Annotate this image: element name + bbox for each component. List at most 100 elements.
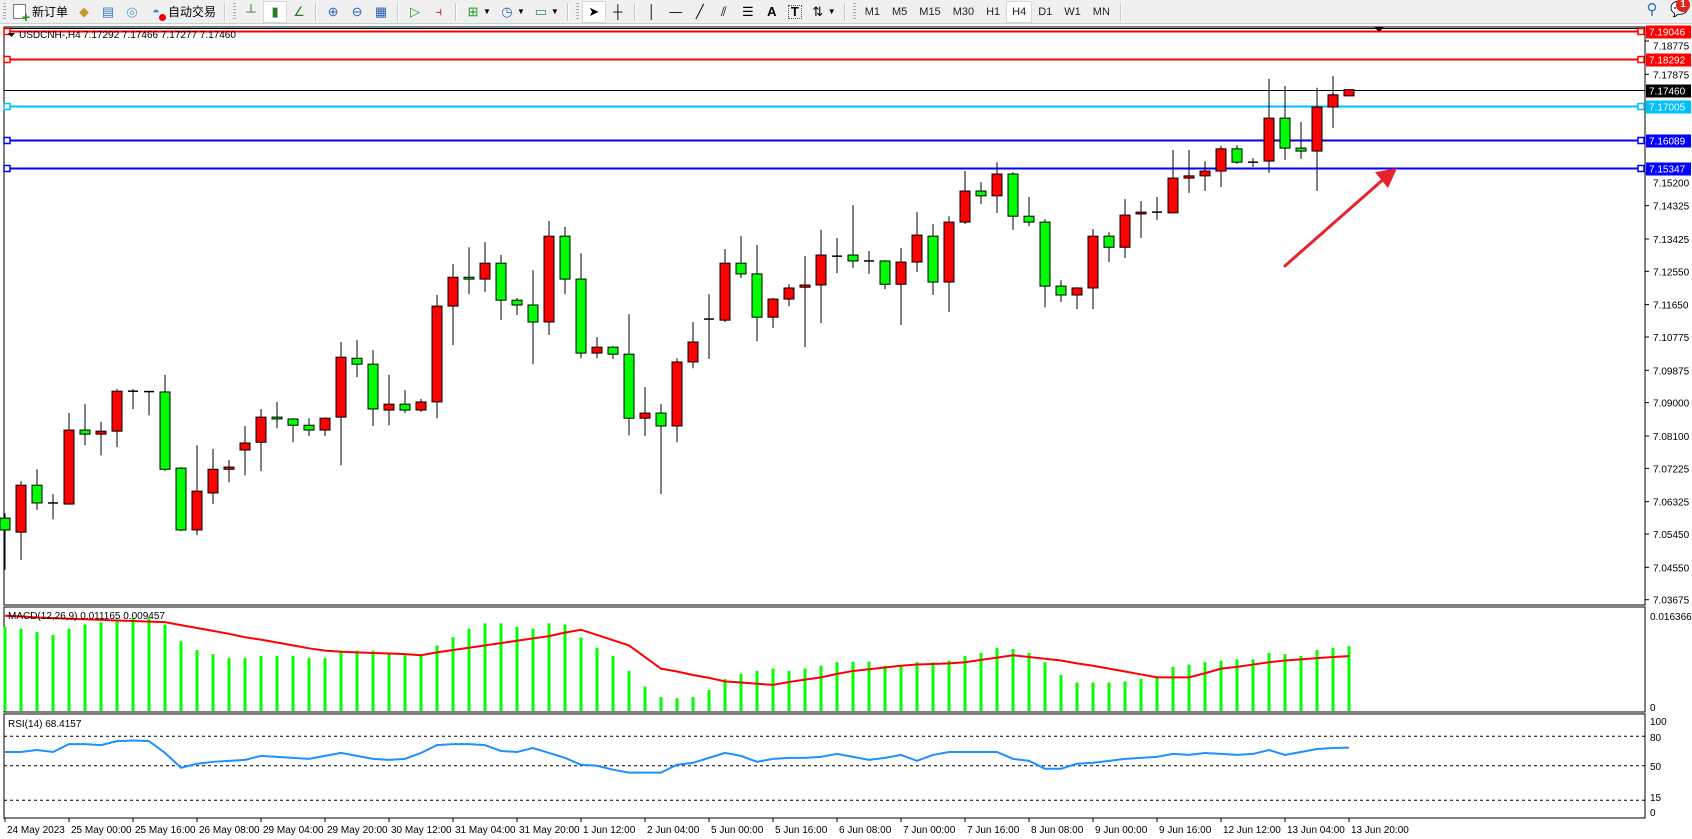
candle-body bbox=[1215, 148, 1227, 172]
timeframe-m15[interactable]: M15 bbox=[919, 5, 941, 18]
toolbar-grip[interactable] bbox=[233, 2, 237, 21]
time-label: 6 Jun 08:00 bbox=[839, 825, 892, 836]
candle-body bbox=[335, 356, 347, 418]
macd-histogram-bar bbox=[1187, 664, 1191, 711]
timeframe-bar: M1 M5 M15 M30 H1 H4 D1 W1 MN bbox=[859, 0, 1116, 23]
line-chart-icon: ∠ bbox=[293, 3, 305, 19]
timeframe-d1[interactable]: D1 bbox=[1038, 5, 1053, 18]
line-handle-left[interactable] bbox=[3, 164, 11, 173]
price-label-box bbox=[1646, 53, 1691, 67]
macd-histogram-bar bbox=[707, 690, 711, 711]
timeframe-m1[interactable]: M1 bbox=[864, 5, 880, 18]
horizontal-line-button[interactable]: — bbox=[665, 2, 687, 22]
indicators-button[interactable]: ⊞ ▼ bbox=[462, 2, 494, 22]
candlestick-chart-button[interactable]: ▮ bbox=[263, 0, 288, 23]
candle-body bbox=[367, 363, 379, 410]
price-label-box bbox=[1646, 100, 1691, 114]
timeframe-mn[interactable]: MN bbox=[1092, 5, 1110, 18]
metaeditor-button[interactable]: ◆ bbox=[73, 2, 95, 22]
candle-body bbox=[895, 261, 907, 285]
candle-body bbox=[463, 276, 475, 280]
new-order-button[interactable]: + 新订单 bbox=[10, 2, 71, 24]
crosshair-button[interactable]: ┼ bbox=[607, 2, 629, 22]
candle bbox=[639, 387, 651, 436]
zoom-out-button[interactable]: ⊖ bbox=[346, 2, 368, 22]
chart-shift-marker[interactable] bbox=[1374, 27, 1384, 32]
auto-scroll-button[interactable]: ▷ bbox=[404, 2, 426, 22]
separator bbox=[633, 2, 636, 21]
text-button[interactable]: A bbox=[761, 2, 783, 22]
chart-shift-button[interactable]: ⫞ bbox=[428, 2, 450, 22]
time-label: 1 Jun 12:00 bbox=[583, 825, 636, 836]
line-handle-left[interactable] bbox=[3, 27, 11, 36]
candle-body bbox=[191, 490, 203, 531]
chart-menu-triangle-icon[interactable] bbox=[8, 33, 15, 37]
search-icon[interactable]: ⚲ bbox=[1646, 1, 1658, 18]
text-label-button[interactable]: T bbox=[785, 2, 805, 22]
candle-body bbox=[1135, 211, 1147, 215]
candle-body bbox=[815, 254, 827, 286]
price-tick-label: 7.07225 bbox=[1653, 464, 1690, 475]
line-chart-button[interactable]: ∠ bbox=[288, 2, 310, 22]
chat-bubble-icon[interactable]: 💬1 bbox=[1670, 0, 1690, 18]
toolbar-grip[interactable] bbox=[852, 2, 856, 21]
candle bbox=[128, 388, 138, 409]
autotrading-icon: ◓ bbox=[148, 4, 167, 21]
time-label: 13 Jun 20:00 bbox=[1351, 825, 1409, 836]
time-label: 12 Jun 12:00 bbox=[1223, 825, 1281, 836]
line-handle-left[interactable] bbox=[3, 136, 11, 145]
autotrading-button[interactable]: ◓ 自动交易 bbox=[145, 2, 219, 22]
cursor-button[interactable]: ➤ bbox=[581, 0, 606, 23]
toolbar-grip[interactable] bbox=[575, 2, 579, 21]
candle bbox=[559, 226, 571, 295]
candle bbox=[1279, 85, 1291, 160]
macd-histogram-bar bbox=[419, 654, 423, 711]
equidistant-channel-button[interactable]: ⫽ bbox=[713, 2, 735, 22]
line-handle-right[interactable] bbox=[1637, 55, 1645, 64]
candle bbox=[255, 408, 267, 472]
timeframe-m30[interactable]: M30 bbox=[952, 5, 975, 18]
price-tick-label: 7.06325 bbox=[1653, 498, 1690, 509]
macd-histogram-bar bbox=[1043, 662, 1047, 711]
zoom-in-button[interactable]: ⊕ bbox=[322, 2, 344, 22]
candle bbox=[1152, 196, 1162, 220]
macd-histogram-bar bbox=[291, 655, 295, 711]
tile-windows-button[interactable]: ▦ bbox=[370, 2, 392, 22]
trendline-button[interactable]: ╱ bbox=[689, 2, 711, 22]
timeframe-h4[interactable]: H4 bbox=[1006, 0, 1033, 23]
timeframe-h1[interactable]: H1 bbox=[986, 5, 1001, 18]
periods-button[interactable]: ◷ ▼ bbox=[496, 2, 528, 22]
separator bbox=[843, 2, 846, 21]
candle-body bbox=[927, 235, 939, 283]
bar-chart-button[interactable]: ┴ bbox=[240, 2, 262, 22]
arrows-button[interactable]: ⇅ ▼ bbox=[807, 2, 839, 22]
toolbar-grip[interactable] bbox=[3, 2, 6, 21]
line-handle-left[interactable] bbox=[3, 55, 11, 64]
candle-body bbox=[543, 235, 555, 323]
candle bbox=[623, 314, 635, 436]
signals-button[interactable]: ◎ bbox=[121, 2, 143, 22]
line-handle-right[interactable] bbox=[1637, 102, 1645, 111]
terminal-button[interactable]: ▤ bbox=[97, 2, 119, 22]
templates-button[interactable]: ▭ ▼ bbox=[530, 2, 562, 22]
fibonacci-button[interactable]: ☰ bbox=[737, 2, 759, 22]
macd-histogram-bar bbox=[3, 626, 7, 711]
candle bbox=[864, 250, 874, 274]
line-handle-right[interactable] bbox=[1637, 27, 1645, 36]
line-handle-left[interactable] bbox=[3, 102, 11, 111]
macd-histogram-bar bbox=[339, 650, 343, 711]
timeframe-w1[interactable]: W1 bbox=[1064, 5, 1081, 18]
line-handle-right[interactable] bbox=[1637, 164, 1645, 173]
line-handle-right[interactable] bbox=[1637, 136, 1645, 145]
macd-histogram-bar bbox=[483, 623, 487, 711]
vertical-line-button[interactable]: │ bbox=[641, 2, 663, 22]
candle-body bbox=[351, 357, 363, 365]
macd-histogram-bar bbox=[835, 662, 839, 711]
separator bbox=[566, 2, 569, 21]
candle bbox=[1327, 75, 1339, 129]
time-label: 31 May 20:00 bbox=[519, 825, 580, 836]
macd-histogram-bar bbox=[35, 632, 39, 711]
time-axis: 24 May 2023 25 May 00:00 25 May 16:00 26 Ma… bbox=[4, 818, 1409, 836]
timeframe-m5[interactable]: M5 bbox=[892, 5, 908, 18]
